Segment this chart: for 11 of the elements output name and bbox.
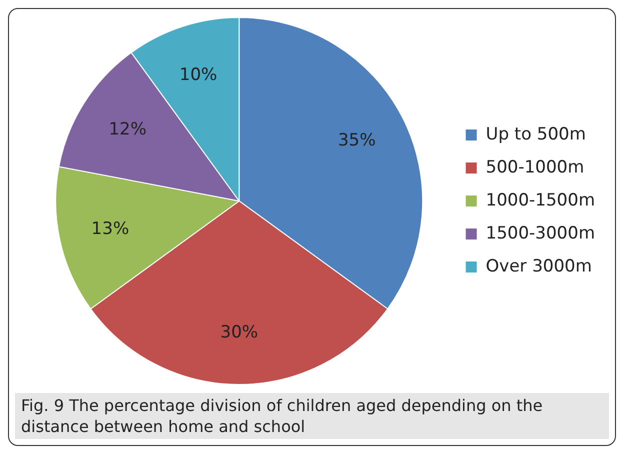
legend-label: 500-1000m	[486, 157, 584, 178]
data-label: 12%	[108, 120, 146, 140]
data-label: 30%	[220, 322, 258, 343]
legend-label: Up to 500m	[486, 124, 586, 144]
data-label: 13%	[91, 219, 130, 240]
data-label: 10%	[179, 64, 218, 85]
caption: Fig. 9 The percentage division of children aged depending on the distance between home and school	[15, 393, 609, 439]
legend-label: 1500-3000m	[486, 223, 596, 244]
legend-label: Over 3000m	[486, 256, 592, 276]
data-label: 35%	[338, 130, 376, 150]
legend-label: 1000-1500m	[486, 190, 596, 210]
